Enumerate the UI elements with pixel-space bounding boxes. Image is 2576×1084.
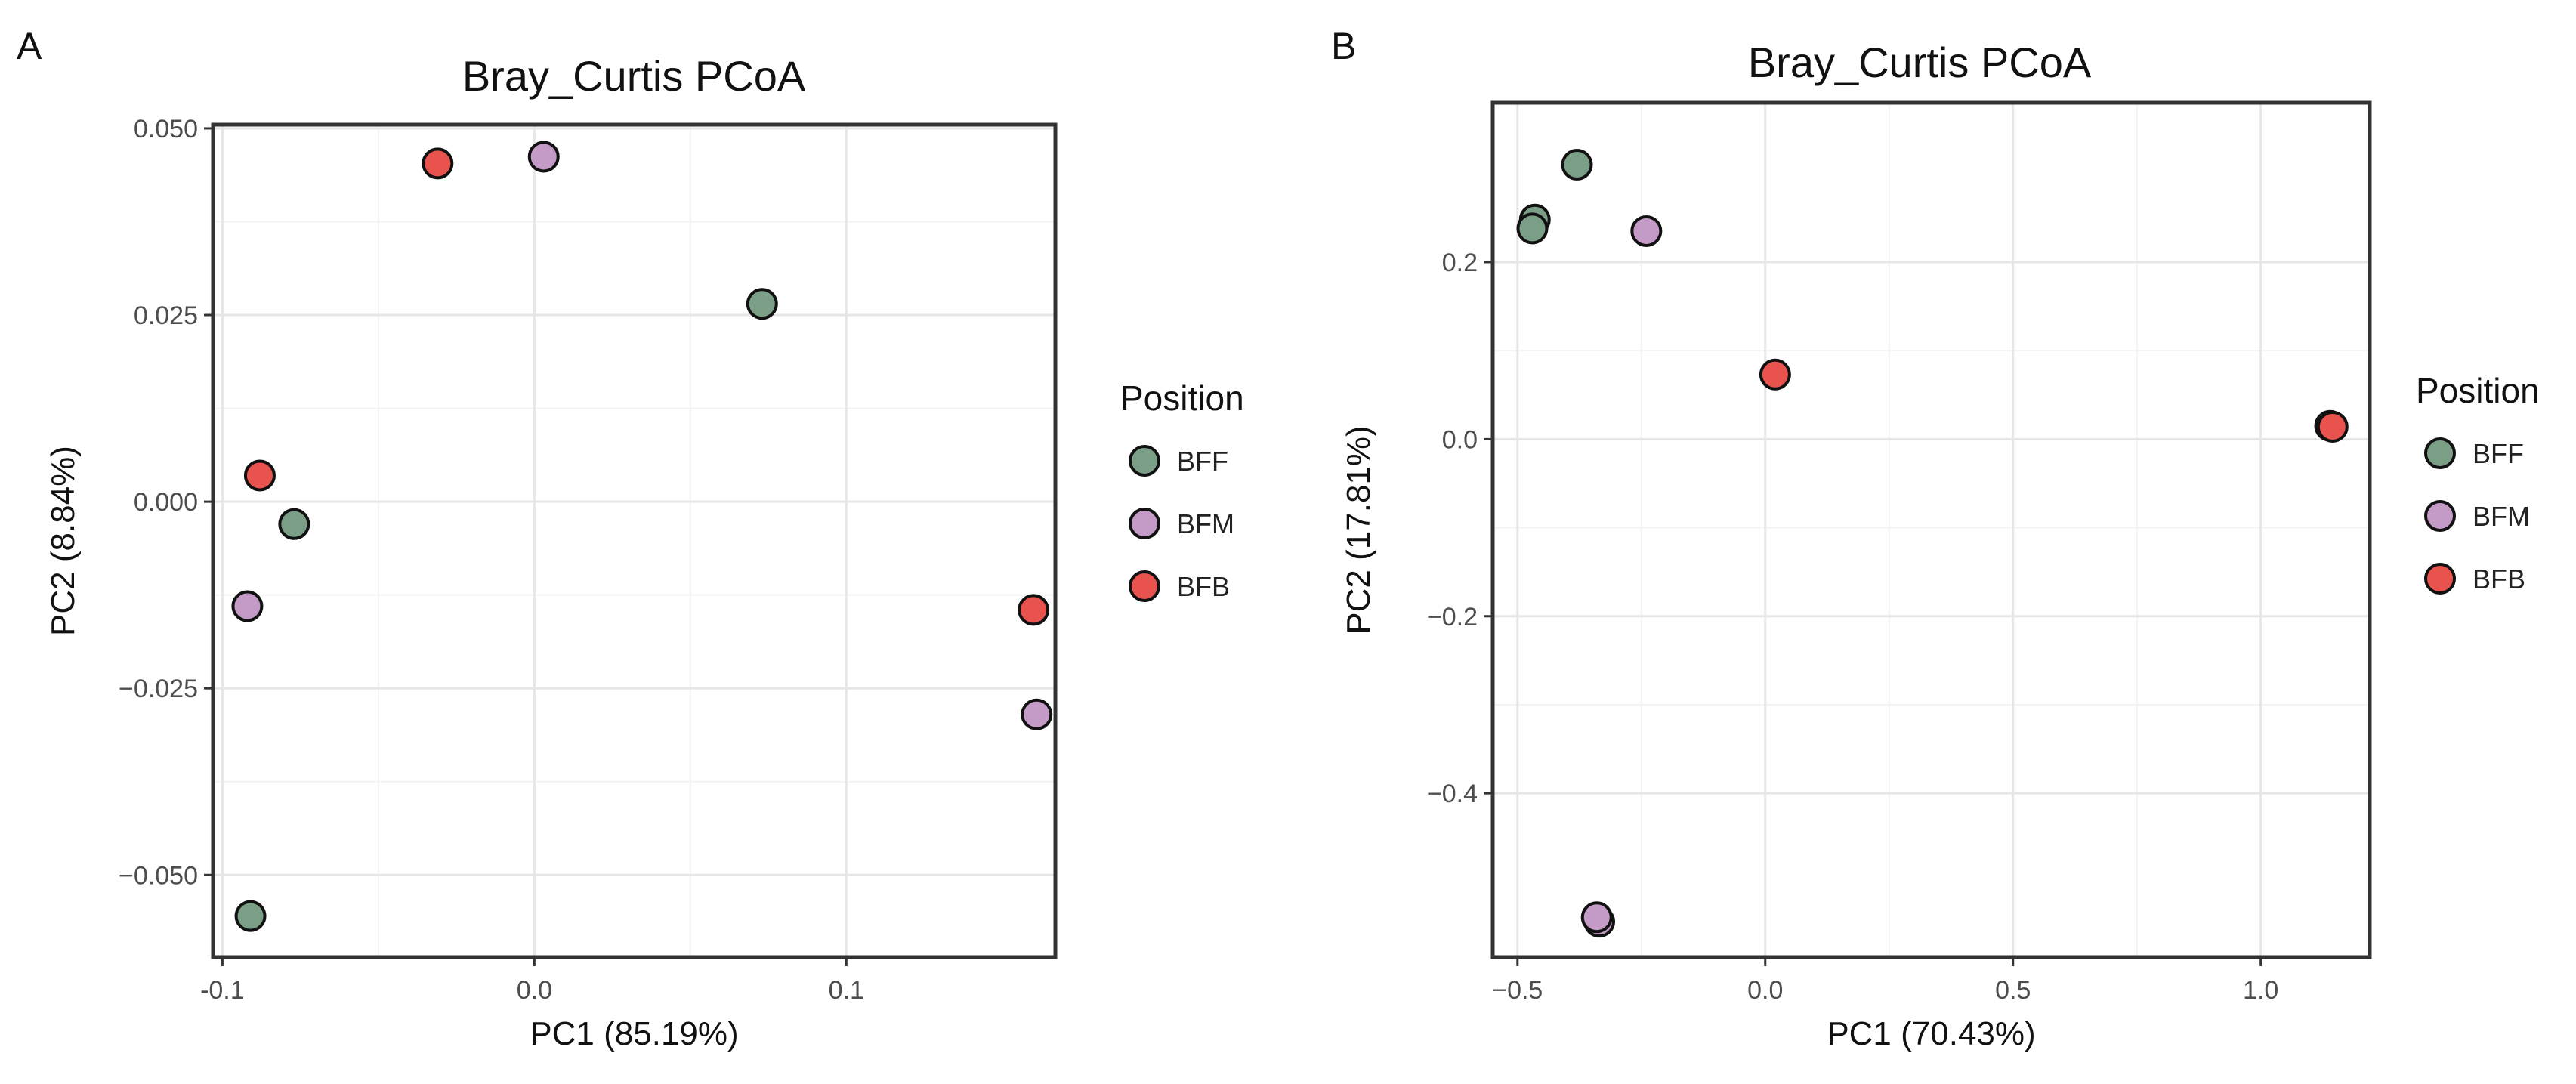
point-bff-2: [278, 508, 310, 540]
plot-background-a: [213, 125, 1055, 957]
point-bfm-3: [1021, 698, 1053, 730]
legend-title: Position: [2416, 371, 2540, 410]
point-bff-1: [1561, 149, 1593, 181]
x-tick-label: 0.5: [1995, 976, 2031, 1005]
legend-swatch-bfb: [2424, 563, 2456, 595]
point-bfm-1: [1630, 215, 1663, 247]
legend-swatch-bff: [1129, 445, 1160, 477]
y-tick-label: −0.050: [119, 861, 198, 890]
x-tick-label: 1.0: [2243, 976, 2278, 1005]
x-tick-label: 0.0: [1747, 976, 1783, 1005]
legend-a: Position BFF BFM BFB: [1120, 378, 1244, 602]
panel-a: -0.1 0.0 0.1 0.050 0.025 0.000 −0.025 −0.050 A Br…: [17, 25, 1244, 1052]
point-bfb-1: [422, 147, 454, 180]
x-axis-title-a: PC1 (85.19%): [530, 1015, 738, 1052]
point-bff-1: [746, 288, 778, 320]
y-tick-label: 0.000: [134, 488, 198, 517]
plot-background-b: [1493, 103, 2370, 957]
point-bfm-2: [231, 590, 264, 622]
legend-swatch-bff: [2424, 437, 2456, 469]
point-bfb-3: [1018, 594, 1050, 626]
point-bff-3: [234, 900, 267, 932]
point-bfb-2: [243, 459, 276, 492]
y-tick-label: −0.2: [1427, 603, 1478, 632]
y-axis-title-b: PC2 (17.81%): [1340, 425, 1377, 634]
y-tick-label: 0.0: [1442, 425, 1478, 454]
legend-label-bfb: BFB: [1177, 571, 1230, 602]
legend-swatch-bfm: [2424, 500, 2456, 532]
plot-border-b: [1490, 100, 2372, 959]
x-tick-label: 0.0: [517, 976, 552, 1005]
point-bfm-1: [527, 141, 560, 173]
panel-label-b: B: [1331, 25, 1356, 67]
x-tick-label: −0.5: [1492, 976, 1543, 1005]
legend-title: Position: [1120, 378, 1244, 418]
point-bfb-3: [2316, 410, 2349, 443]
chart-title-a: Bray_Curtis PCoA: [462, 52, 806, 100]
point-bfm-3: [1580, 901, 1613, 934]
plot-border-a: [211, 122, 1058, 959]
legend-swatch-bfb: [1129, 570, 1160, 602]
chart-title-b: Bray_Curtis PCoA: [1748, 39, 2092, 86]
legend-label-bfm: BFM: [2473, 501, 2530, 532]
y-tick-label: 0.2: [1442, 249, 1478, 277]
point-bfb-1: [1759, 358, 1791, 391]
panel-label-a: A: [17, 25, 42, 67]
y-axis-title-a: PC2 (8.84%): [45, 446, 82, 636]
legend-label-bfm: BFM: [1177, 508, 1234, 539]
x-tick-label: -0.1: [200, 976, 245, 1005]
x-tick-label: 0.1: [829, 976, 864, 1005]
y-tick-label: −0.025: [119, 675, 198, 703]
point-bff-3: [1516, 212, 1549, 245]
legend-swatch-bfm: [1129, 508, 1160, 539]
x-axis-title-b: PC1 (70.43%): [1827, 1015, 2035, 1052]
legend-label-bfb: BFB: [2473, 564, 2525, 595]
legend-label-bff: BFF: [2473, 438, 2524, 469]
panel-b: −0.5 0.0 0.5 1.0 0.2 0.0 −0.2 −0.4 B Bray_Curtis …: [1331, 25, 2540, 1052]
legend-b: Position BFF BFM BFB: [2416, 371, 2540, 595]
y-tick-label: −0.4: [1427, 780, 1478, 808]
legend-label-bff: BFF: [1177, 446, 1228, 477]
y-tick-label: 0.050: [134, 115, 198, 144]
y-tick-label: 0.025: [134, 301, 198, 330]
